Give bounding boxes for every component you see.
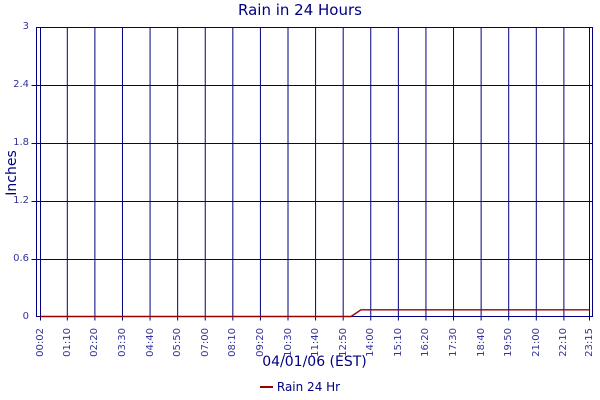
x-tick-label: 00:02 [35, 328, 46, 357]
y-tick-label: 1.2 [13, 195, 29, 206]
legend-label: Rain 24 Hr [276, 380, 341, 394]
plot-area [31, 27, 593, 321]
x-tick-label: 21:00 [530, 328, 542, 357]
y-tick-label: 3 [22, 21, 29, 32]
legend: Rain 24 Hr [0, 380, 600, 394]
x-tick-label: 04:40 [144, 328, 156, 357]
x-tick-label: 22:10 [558, 328, 570, 357]
x-tick-label: 09:20 [254, 328, 266, 357]
x-tick-label: 02:20 [89, 328, 101, 357]
x-tick-label: 05:50 [172, 328, 184, 357]
x-tick-label: 16:20 [420, 328, 432, 357]
x-tick-label: 18:40 [475, 328, 487, 357]
y-tick-label: 2.4 [13, 79, 29, 90]
x-tick-label: 10:30 [282, 328, 294, 357]
x-tick-label: 03:30 [116, 328, 128, 357]
x-tick-label: 17:30 [448, 328, 460, 357]
x-tick-label: 11:40 [310, 328, 322, 357]
legend-line-swatch [259, 386, 273, 388]
y-tick-label: 0 [22, 311, 29, 322]
series-line [40, 309, 590, 318]
x-tick-label: 15:10 [392, 328, 404, 357]
x-tick-label: 23:15 [584, 328, 595, 357]
x-tick-label: 08:10 [227, 328, 239, 357]
x-tick-label: 12:50 [337, 328, 349, 357]
y-tick-label: 1.8 [13, 137, 29, 148]
x-tick-label: 01:10 [61, 328, 73, 357]
x-tick-label: 14:00 [365, 328, 377, 357]
x-axis-label: 04/01/06 (EST) [262, 354, 367, 370]
x-tick-label: 07:00 [199, 328, 211, 357]
y-tick-label: 0.6 [13, 253, 29, 264]
x-tick-label: 19:50 [503, 328, 515, 357]
chart-title: Rain in 24 Hours [238, 1, 362, 19]
y-axis-label: Inches [4, 150, 20, 196]
